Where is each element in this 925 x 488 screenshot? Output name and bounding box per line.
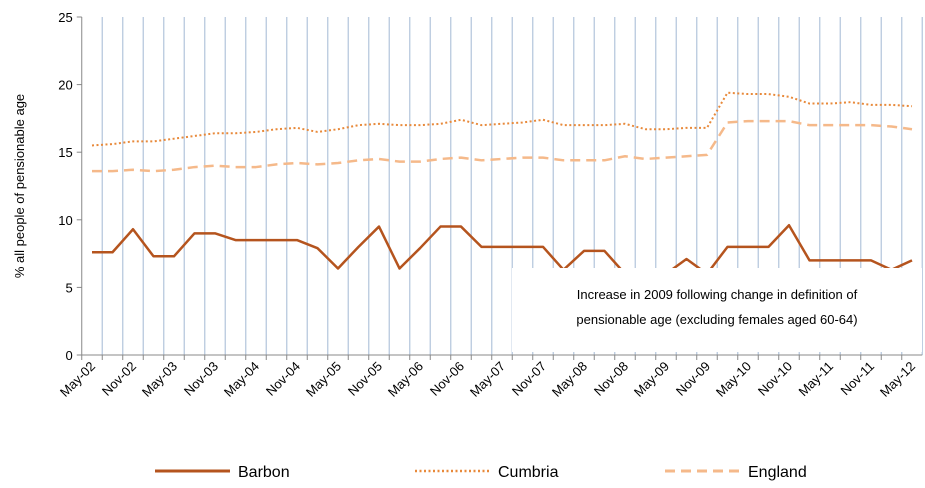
x-tick-label: Nov-04 [263, 359, 303, 399]
x-tick-label: Nov-03 [181, 359, 221, 399]
x-tick-label: Nov-11 [838, 359, 878, 399]
x-tick-label: May-02 [57, 359, 98, 400]
x-tick-label: May-04 [221, 359, 262, 400]
annotation-box [512, 268, 922, 352]
y-axis-label: % all people of pensionable age [12, 94, 27, 278]
x-tick-label: May-11 [796, 359, 837, 400]
legend-label: Cumbria [498, 464, 559, 481]
y-tick-label: 0 [66, 348, 73, 363]
y-tick-label: 5 [66, 280, 73, 295]
x-tick-label: Nov-07 [509, 359, 549, 399]
y-tick-label: 10 [58, 213, 72, 228]
x-tick-label: May-07 [467, 359, 508, 400]
x-tick-label: May-05 [303, 359, 344, 400]
x-tick-label: May-03 [139, 359, 180, 400]
annotation: Increase in 2009 following change in def… [577, 287, 858, 302]
x-tick-label: Nov-05 [345, 359, 385, 399]
x-tick-label: May-09 [631, 359, 672, 400]
x-tick-label: May-10 [713, 359, 754, 400]
legend-label: England [748, 464, 807, 481]
series-line [91, 91, 913, 147]
series-line [92, 119, 913, 173]
x-tick-label: Nov-06 [427, 359, 467, 399]
series-line [92, 223, 913, 276]
legend-label: Barbon [238, 464, 290, 481]
x-tick-label: Nov-02 [99, 359, 139, 399]
annotation: pensionable age (excluding females aged … [576, 312, 857, 327]
x-tick-label: May-12 [877, 359, 918, 400]
x-tick-label: May-06 [385, 359, 426, 400]
x-tick-label: Nov-09 [673, 359, 713, 399]
x-tick-label: Nov-10 [755, 359, 795, 399]
y-tick-label: 15 [58, 145, 72, 160]
y-tick-label: 20 [58, 78, 72, 93]
x-tick-label: Nov-08 [591, 359, 631, 399]
y-tick-label: 25 [58, 10, 72, 25]
x-tick-label: May-08 [549, 359, 590, 400]
